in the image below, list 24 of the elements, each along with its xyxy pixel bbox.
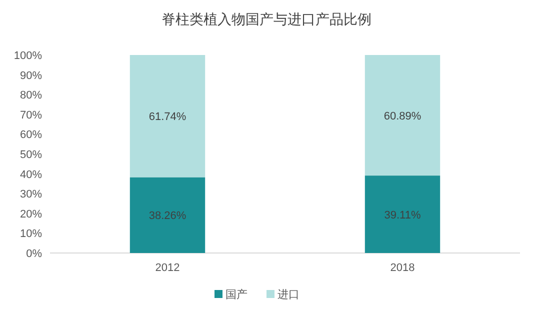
data-label: 60.89%: [384, 110, 422, 122]
data-label: 61.74%: [148, 111, 186, 124]
y-tick-label: 30%: [20, 188, 42, 201]
y-tick-label: 10%: [20, 228, 42, 240]
bar: [364, 55, 440, 176]
y-tick-label: 90%: [20, 70, 42, 82]
y-tick-label: 100%: [14, 50, 42, 62]
x-tick-label: 2012: [155, 262, 180, 274]
legend-label: 进口: [278, 288, 300, 301]
y-tick-label: 60%: [20, 129, 42, 142]
y-tick-label: 0%: [26, 248, 42, 260]
chart-title: 脊柱类植入物国产与进口产品比例: [162, 12, 372, 28]
x-tick-label: 2018: [390, 262, 415, 274]
y-tick-label: 80%: [20, 90, 42, 102]
y-tick-label: 20%: [20, 208, 42, 220]
y-tick-label: 40%: [20, 168, 42, 181]
bar: [130, 177, 206, 253]
bar: [364, 176, 440, 253]
legend-label: 国产: [226, 288, 248, 301]
bar: [130, 55, 206, 178]
y-tick-label: 70%: [20, 109, 42, 122]
data-label: 39.11%: [384, 209, 421, 222]
y-tick-label: 50%: [20, 149, 42, 161]
data-label: 38.26%: [148, 210, 186, 222]
